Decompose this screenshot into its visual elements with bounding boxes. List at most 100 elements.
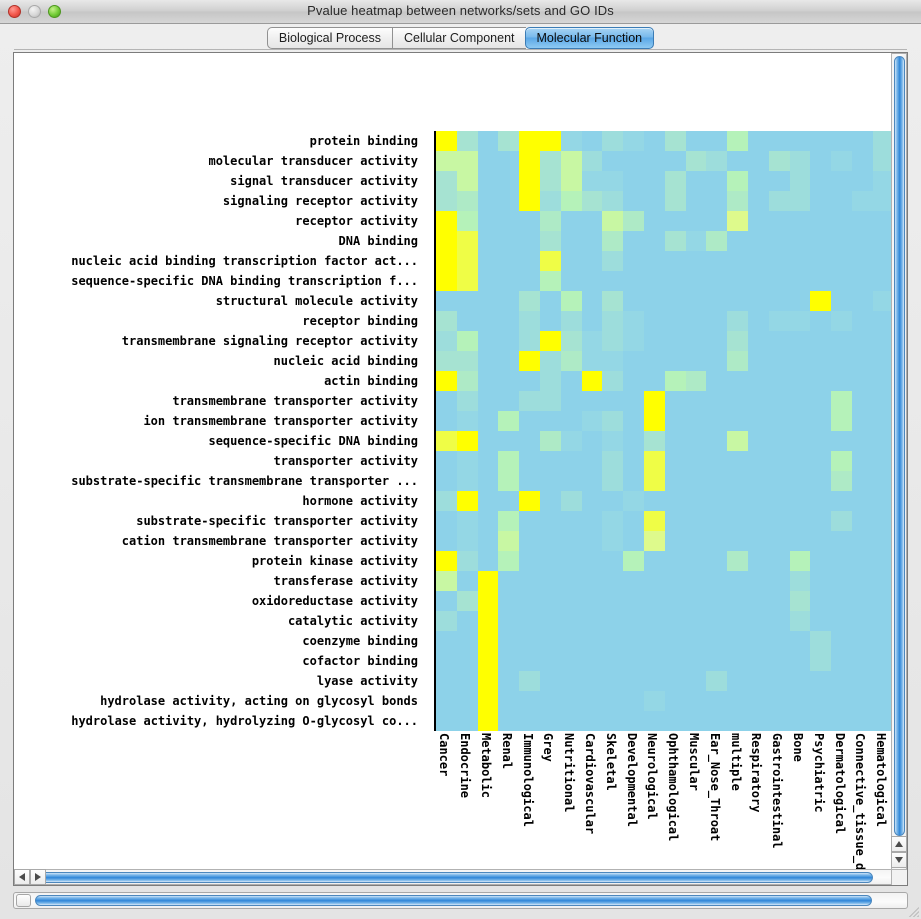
heatmap-cell[interactable]: [747, 351, 769, 371]
heatmap-cell[interactable]: [519, 711, 540, 731]
heatmap-cell[interactable]: [519, 191, 540, 211]
heatmap-cell[interactable]: [727, 651, 748, 671]
heatmap-cell[interactable]: [810, 171, 832, 191]
heatmap-cell[interactable]: [602, 571, 624, 591]
heatmap-cell[interactable]: [623, 431, 644, 451]
heatmap-cell[interactable]: [789, 151, 811, 171]
heatmap-cell[interactable]: [519, 331, 540, 351]
heatmap-cell[interactable]: [851, 411, 873, 431]
heatmap-cell[interactable]: [498, 471, 520, 491]
heatmap-cell[interactable]: [706, 551, 728, 571]
heatmap-cell[interactable]: [706, 571, 728, 591]
heatmap-cell[interactable]: [498, 211, 520, 231]
heatmap-cell[interactable]: [436, 391, 457, 411]
heatmap-cell[interactable]: [810, 591, 832, 611]
heatmap-cell[interactable]: [643, 291, 665, 311]
heatmap-cell[interactable]: [498, 411, 520, 431]
heatmap-cell[interactable]: [851, 131, 873, 151]
heatmap-cell[interactable]: [477, 291, 499, 311]
heatmap-cell[interactable]: [747, 611, 769, 631]
window-scrollbar-cap[interactable]: [16, 894, 31, 907]
heatmap-cell[interactable]: [602, 471, 624, 491]
heatmap-cell[interactable]: [602, 591, 624, 611]
heatmap-cell[interactable]: [768, 191, 790, 211]
window-horizontal-scrollbar[interactable]: [13, 892, 908, 909]
heatmap-cell[interactable]: [727, 711, 748, 731]
heatmap-cell[interactable]: [727, 131, 748, 151]
heatmap-cell[interactable]: [789, 171, 811, 191]
heatmap-cell[interactable]: [602, 391, 624, 411]
heatmap-cell[interactable]: [768, 391, 790, 411]
heatmap-cell[interactable]: [706, 151, 728, 171]
heatmap-cell[interactable]: [810, 191, 832, 211]
heatmap-cell[interactable]: [664, 671, 686, 691]
heatmap-cell[interactable]: [623, 271, 644, 291]
heatmap-cell[interactable]: [872, 531, 892, 551]
heatmap-cell[interactable]: [602, 611, 624, 631]
heatmap-cell[interactable]: [581, 471, 603, 491]
heatmap-cell[interactable]: [498, 131, 520, 151]
heatmap-cell[interactable]: [789, 391, 811, 411]
heatmap-cell[interactable]: [643, 431, 665, 451]
heatmap-cell[interactable]: [560, 251, 582, 271]
heatmap-cell[interactable]: [498, 331, 520, 351]
heatmap-cell[interactable]: [477, 271, 499, 291]
heatmap-cell[interactable]: [643, 131, 665, 151]
heatmap-cell[interactable]: [623, 391, 644, 411]
heatmap-cell[interactable]: [581, 651, 603, 671]
heatmap-cell[interactable]: [685, 271, 707, 291]
heatmap-cell[interactable]: [768, 131, 790, 151]
heatmap-cell[interactable]: [643, 511, 665, 531]
heatmap-cell[interactable]: [706, 211, 728, 231]
heatmap-cell[interactable]: [602, 531, 624, 551]
heatmap-cell[interactable]: [436, 411, 457, 431]
heatmap-cell[interactable]: [768, 351, 790, 371]
heatmap-cell[interactable]: [602, 711, 624, 731]
heatmap-cell[interactable]: [436, 451, 457, 471]
heatmap-cell[interactable]: [643, 251, 665, 271]
heatmap-cell[interactable]: [831, 531, 852, 551]
heatmap-cell[interactable]: [643, 711, 665, 731]
heatmap-cell[interactable]: [685, 331, 707, 351]
heatmap-cell[interactable]: [560, 211, 582, 231]
heatmap-cell[interactable]: [498, 191, 520, 211]
heatmap-cell[interactable]: [623, 191, 644, 211]
heatmap-cell[interactable]: [685, 551, 707, 571]
heatmap-cell[interactable]: [706, 471, 728, 491]
heatmap-cell[interactable]: [477, 491, 499, 511]
heatmap-cell[interactable]: [727, 551, 748, 571]
heatmap-cell[interactable]: [498, 591, 520, 611]
heatmap-cell[interactable]: [581, 131, 603, 151]
heatmap-cell[interactable]: [456, 511, 478, 531]
heatmap-cell[interactable]: [519, 451, 540, 471]
heatmap-cell[interactable]: [831, 491, 852, 511]
heatmap-cell[interactable]: [436, 171, 457, 191]
heatmap-cell[interactable]: [810, 131, 832, 151]
heatmap-cell[interactable]: [602, 631, 624, 651]
heatmap-cell[interactable]: [581, 191, 603, 211]
heatmap-cell[interactable]: [498, 311, 520, 331]
heatmap-cell[interactable]: [789, 671, 811, 691]
heatmap-cell[interactable]: [789, 331, 811, 351]
heatmap-cell[interactable]: [519, 411, 540, 431]
heatmap-cell[interactable]: [581, 271, 603, 291]
heatmap-cell[interactable]: [643, 371, 665, 391]
heatmap-cell[interactable]: [560, 291, 582, 311]
heatmap-cell[interactable]: [727, 291, 748, 311]
heatmap-cell[interactable]: [581, 451, 603, 471]
heatmap-cell[interactable]: [872, 411, 892, 431]
heatmap-cell[interactable]: [706, 311, 728, 331]
heatmap-cell[interactable]: [643, 231, 665, 251]
heatmap-cell[interactable]: [560, 711, 582, 731]
heatmap-cell[interactable]: [851, 271, 873, 291]
heatmap-cell[interactable]: [581, 391, 603, 411]
heatmap-cell[interactable]: [831, 451, 852, 471]
heatmap-cell[interactable]: [685, 171, 707, 191]
heatmap-cell[interactable]: [498, 531, 520, 551]
heatmap-cell[interactable]: [602, 231, 624, 251]
heatmap-cell[interactable]: [872, 691, 892, 711]
heatmap-cell[interactable]: [436, 591, 457, 611]
heatmap-cell[interactable]: [727, 371, 748, 391]
heatmap-cell[interactable]: [851, 611, 873, 631]
heatmap-cell[interactable]: [685, 631, 707, 651]
